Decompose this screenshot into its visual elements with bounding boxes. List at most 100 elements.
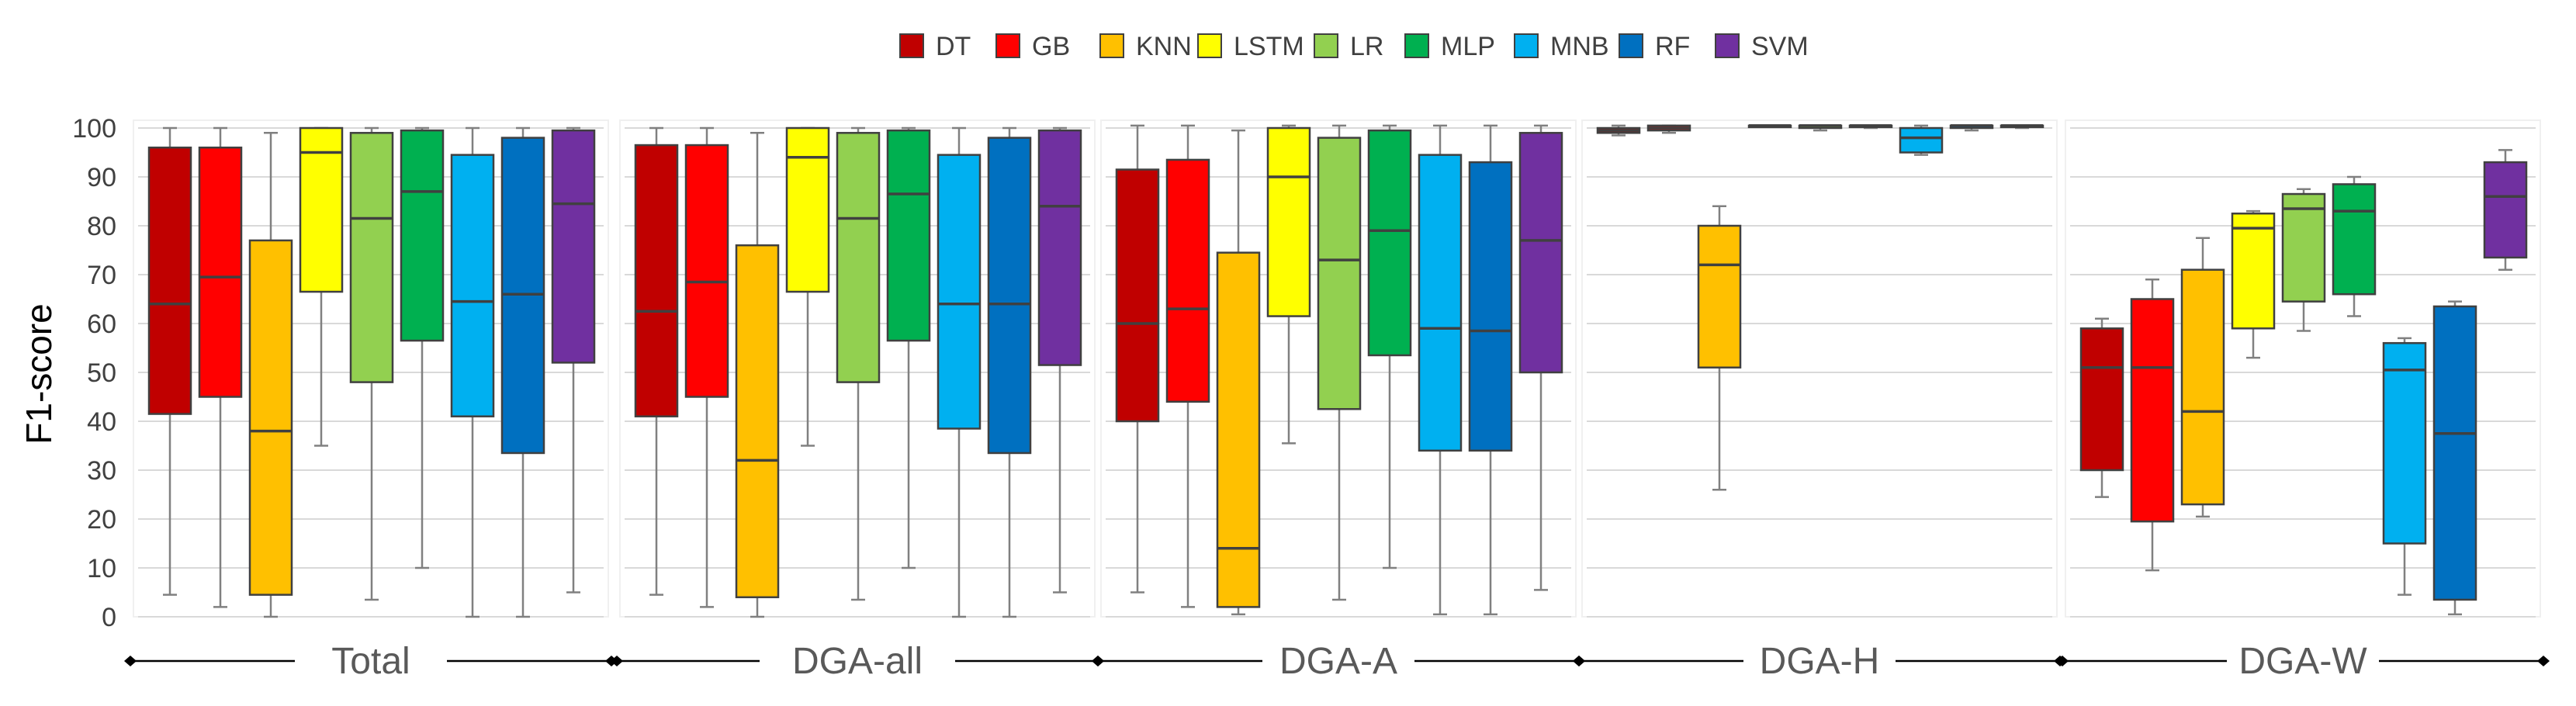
legend-swatch: [899, 33, 924, 58]
box-body: [1899, 126, 1944, 154]
box-body: [1418, 154, 1463, 452]
box-body: [987, 137, 1032, 455]
y-tick-label: 0: [102, 603, 116, 632]
legend-swatch: [1314, 33, 1338, 58]
box-body: [735, 244, 780, 599]
box-dga-a-knn: [1216, 129, 1261, 616]
box-dga-w-rf: [2432, 300, 2477, 616]
box-body: [1216, 251, 1261, 608]
diamond-marker-left: [1573, 656, 1585, 666]
box-body: [1037, 129, 1082, 366]
box-dga-h-mlp: [1848, 124, 1893, 130]
legend-item-mlp: MLP: [1404, 32, 1495, 61]
y-tick-label: 20: [87, 505, 116, 535]
box-total-gb: [198, 126, 243, 608]
legend-label: KNN: [1136, 32, 1192, 61]
y-tick-label: 80: [87, 212, 116, 241]
legend-item-lr: LR: [1314, 32, 1383, 61]
legend-label: SVM: [1751, 32, 1809, 61]
box-body: [2130, 298, 2175, 523]
box-body: [2079, 327, 2124, 472]
box-dga-w-knn: [2180, 237, 2225, 518]
box-dga-h-gb: [1646, 124, 1691, 134]
box-body: [349, 132, 394, 383]
box-body: [1697, 224, 1742, 369]
box-body: [1165, 158, 1210, 403]
box-body: [2332, 183, 2377, 296]
box-total-mlp: [400, 126, 445, 569]
panel-dga-h: DGA-H: [1573, 119, 2066, 682]
panel-label: DGA-H: [1760, 641, 1880, 682]
box-dga-a-svm: [1518, 124, 1563, 591]
box-dga-h-lstm: [1747, 124, 1792, 129]
panel-dga-w: DGA-W: [2056, 119, 2550, 682]
box-body: [684, 144, 729, 398]
box-dga-w-lstm: [2231, 209, 2276, 359]
legend-label: RF: [1655, 32, 1690, 61]
panel-label: DGA-all: [792, 641, 923, 682]
box-dga-a-lr: [1317, 124, 1362, 601]
legend-item-mnb: MNB: [1514, 32, 1609, 61]
box-body: [1518, 132, 1563, 374]
box-body: [2432, 305, 2477, 601]
legend-label: LR: [1350, 32, 1383, 61]
diamond-marker-left: [1092, 656, 1104, 666]
legend-item-lstm: LSTM: [1197, 32, 1304, 61]
y-axis-label: F1-score: [19, 303, 59, 444]
box-body: [551, 129, 596, 364]
y-tick-label: 10: [87, 554, 116, 583]
box-dga-w-gb: [2130, 279, 2175, 572]
box-dga-w-dt: [2079, 317, 2124, 498]
box-body: [2281, 192, 2326, 303]
y-axis-ticks: 0 10 20 30 40 50 60 70 80 90 100: [72, 114, 116, 632]
box-body: [248, 239, 293, 596]
diamond-marker-left: [2056, 656, 2069, 666]
box-body: [836, 132, 881, 383]
box-dga-all-mlp: [886, 126, 931, 569]
box-total-svm: [551, 126, 596, 594]
box-total-lstm: [299, 126, 344, 447]
diamond-marker-left: [124, 656, 137, 666]
legend-swatch: [995, 33, 1020, 58]
box-body: [147, 146, 192, 415]
box-total-mnb: [450, 126, 495, 618]
box-dga-a-mlp: [1367, 124, 1412, 569]
legend-swatch: [1514, 33, 1539, 58]
box-dga-all-knn: [735, 132, 780, 618]
diamond-marker-left: [611, 656, 623, 666]
y-tick-label: 100: [72, 114, 116, 144]
legend-swatch: [1715, 33, 1740, 58]
panels: Total DGA-all DGA-A DGA-H DGA-W: [124, 119, 2550, 682]
diamond-marker-right: [2537, 656, 2550, 666]
legend-label: GB: [1032, 32, 1070, 61]
box-dga-w-mnb: [2382, 337, 2427, 596]
box-body: [785, 126, 830, 293]
box-total-dt: [147, 126, 192, 596]
legend-swatch: [1099, 33, 1124, 58]
box-body: [2180, 268, 2225, 506]
legend-item-knn: KNN: [1099, 32, 1192, 61]
box-body: [450, 154, 495, 417]
box-dga-all-mnb: [937, 126, 982, 618]
box-dga-w-svm: [2483, 149, 2528, 271]
box-body: [1468, 161, 1513, 452]
y-tick-label: 70: [87, 261, 116, 290]
panel-frame: [1581, 119, 2058, 618]
box-dga-all-rf: [987, 126, 1032, 618]
legend-swatch: [1619, 33, 1643, 58]
box-dga-h-rf: [1949, 124, 1994, 132]
box-dga-all-gb: [684, 126, 729, 608]
box-body: [1367, 129, 1412, 357]
panel-label: Total: [331, 641, 410, 682]
legend-swatch: [1404, 33, 1429, 58]
box-body: [886, 129, 931, 342]
panel-label: DGA-W: [2238, 641, 2367, 682]
box-body: [1266, 126, 1311, 317]
legend: DT GB KNN LSTM LR MLP MNB RF SVM: [899, 32, 1809, 61]
box-dga-w-mlp: [2332, 175, 2377, 317]
box-body: [2231, 213, 2276, 330]
box-body: [634, 144, 679, 417]
panel-dga-all: DGA-all: [611, 119, 1104, 682]
box-body: [937, 154, 982, 430]
